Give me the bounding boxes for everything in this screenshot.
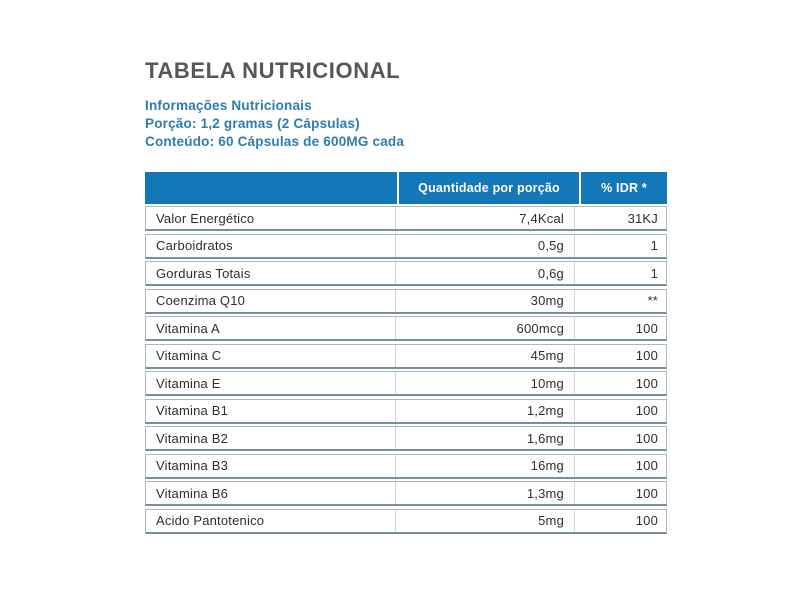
header-cell-idr: % IDR * [581, 172, 667, 204]
idr-cell: 1 [650, 238, 658, 253]
content-area: TABELA NUTRICIONAL Informações Nutricion… [145, 58, 667, 536]
header-cell-item [145, 172, 397, 204]
nutrition-table: Quantidade por porção % IDR * Valor Ener… [145, 172, 667, 534]
idr-cell: 100 [635, 485, 658, 501]
nutrient-name-cell: Vitamina B3 [146, 454, 396, 477]
subtitle-block: Informações Nutricionais Porção: 1,2 gra… [145, 97, 667, 151]
nutrient-name-cell: Coenzima Q10 [146, 289, 396, 312]
idr-cell: 100 [635, 458, 658, 473]
table-row: Acido Pantotenico 5mg 100 [145, 508, 667, 534]
idr-cell: 100 [635, 403, 658, 418]
table-row: Vitamina C 45mg 100 [145, 343, 667, 369]
nutrient-name-cell: Valor Energético [146, 207, 396, 229]
idr-cell: ** [647, 293, 658, 308]
nutrient-name-cell: Vitamina C [146, 344, 396, 367]
quantity-cell: 1,6mg [396, 427, 575, 449]
nutrient-name-cell: Acido Pantotenico [146, 509, 396, 532]
table-row: Vitamina B6 1,3mg 100 [145, 481, 667, 506]
quantity-cell: 30mg [396, 289, 575, 312]
nutrient-name-cell: Vitamina B1 [146, 399, 396, 422]
quantity-cell: 600mcg [396, 317, 575, 339]
idr-cell: 100 [635, 513, 658, 528]
table-row: Coenzima Q10 30mg ** [145, 288, 667, 314]
table-row: Carboidratos 0,5g 1 [145, 233, 667, 259]
idr-cell: 1 [650, 265, 658, 281]
table-row: Valor Energético 7,4Kcal 31KJ [145, 206, 667, 231]
idr-cell: 100 [635, 320, 658, 336]
header-cell-quantity: Quantidade por porção [399, 172, 579, 204]
quantity-cell: 7,4Kcal [396, 207, 575, 229]
nutrient-name-cell: Gorduras Totais [146, 262, 396, 284]
quantity-cell: 16mg [396, 454, 575, 477]
quantity-cell: 5mg [396, 509, 575, 532]
table-row: Vitamina E 10mg 100 [145, 371, 667, 396]
nutrient-name-cell: Vitamina E [146, 372, 396, 394]
idr-cell: 31KJ [627, 210, 658, 226]
nutrient-name-cell: Vitamina A [146, 317, 396, 339]
subtitle-informacoes: Informações Nutricionais [145, 98, 312, 113]
table-row: Vitamina B3 16mg 100 [145, 453, 667, 479]
table-row: Vitamina B2 1,6mg 100 [145, 426, 667, 451]
table-row: Gorduras Totais 0,6g 1 [145, 261, 667, 286]
quantity-cell: 0,6g [396, 262, 575, 284]
table-body: Valor Energético 7,4Kcal 31KJ Carboidrat… [145, 206, 667, 534]
nutrient-name-cell: Vitamina B2 [146, 427, 396, 449]
quantity-cell: 1,3mg [396, 482, 575, 504]
quantity-cell: 0,5g [396, 234, 575, 257]
quantity-cell: 45mg [396, 344, 575, 367]
nutrient-name-cell: Vitamina B6 [146, 482, 396, 504]
nutrient-name-cell: Carboidratos [146, 234, 396, 257]
table-header-row: Quantidade por porção % IDR * [145, 172, 667, 204]
table-row: Vitamina A 600mcg 100 [145, 316, 667, 341]
idr-cell: 100 [635, 430, 658, 446]
subtitle-porcao: Porção: 1,2 gramas (2 Cápsulas) [145, 116, 360, 131]
idr-cell: 100 [635, 375, 658, 391]
page-title: TABELA NUTRICIONAL [145, 58, 401, 83]
quantity-cell: 10mg [396, 372, 575, 394]
quantity-cell: 1,2mg [396, 399, 575, 422]
table-row: Vitamina B1 1,2mg 100 [145, 398, 667, 424]
idr-cell: 100 [635, 348, 658, 363]
subtitle-conteudo: Conteúdo: 60 Cápsulas de 600MG cada [145, 134, 405, 149]
